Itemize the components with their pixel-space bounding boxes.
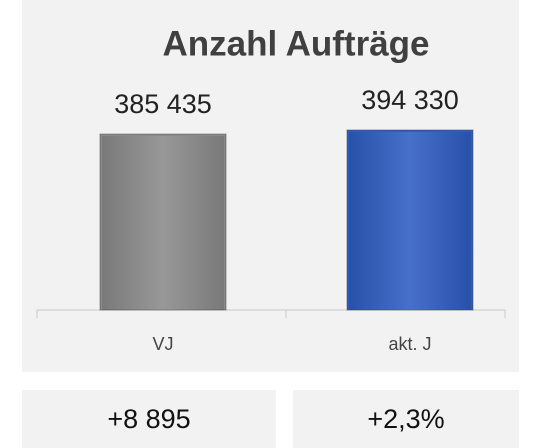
bar-shade: [349, 132, 471, 310]
value-label: 394 330: [361, 85, 459, 115]
chart-title: Anzahl Aufträge: [162, 24, 429, 63]
change-box: +2,3%: [293, 390, 519, 448]
difference: +8 895: [107, 403, 191, 434]
change: +2,3%: [367, 403, 445, 434]
difference-box: +8 895: [22, 390, 276, 448]
value-label: 385 435: [114, 89, 212, 119]
x-tick-label: VJ: [152, 334, 173, 354]
x-tick-label: akt. J: [388, 334, 431, 354]
bar-shade: [102, 136, 224, 310]
chart: Anzahl Aufträge 385 435 VJ 394 330 akt. J: [22, 0, 519, 372]
